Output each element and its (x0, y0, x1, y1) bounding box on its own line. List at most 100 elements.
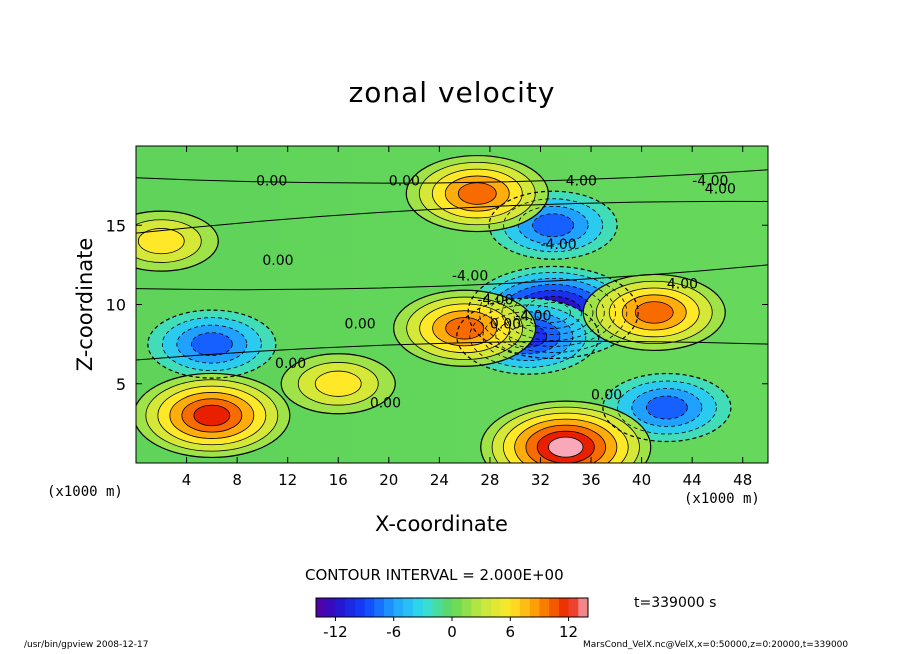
contour-line-0-6 (535, 302, 571, 323)
chart-title: zonal velocity (348, 76, 556, 109)
x-tick-label: 36 (581, 471, 600, 489)
colorbar-tick-label: -6 (386, 623, 401, 641)
x-tick-label: 24 (430, 471, 449, 489)
contour-line-6-4 (525, 424, 607, 463)
velocity-feature-9-level-4 (458, 182, 497, 205)
contour-line-1-4 (508, 325, 548, 348)
contour-line-0-4 (512, 290, 594, 335)
contour-line-9-2 (431, 168, 523, 219)
x-tick-label: 20 (379, 471, 398, 489)
contour-line-2-3 (532, 213, 575, 238)
velocity-feature-5-level-5 (193, 405, 230, 426)
contour-line-5-2 (157, 385, 267, 446)
contour-line-11-1 (297, 362, 379, 406)
colorbar-segment (316, 598, 327, 617)
contour-label: 0.00 (370, 396, 401, 412)
colorbar-segment (325, 598, 336, 617)
velocity-feature-2-level-3 (532, 213, 574, 237)
contour-line-5-5 (193, 404, 231, 427)
colorbar-tick-label: -12 (323, 623, 348, 641)
x-tick-label: 16 (329, 471, 348, 489)
x-tick-label: 48 (733, 471, 752, 489)
velocity-feature-6-level-6 (548, 437, 584, 458)
contour-line-6-1 (491, 406, 640, 463)
contour-label: -4.00 (515, 308, 551, 324)
contour-interval-label: CONTOUR INTERVAL = 2.000E+00 (305, 566, 564, 584)
contour-label: 0.00 (389, 174, 420, 190)
y-axis-label: Z-coordinate (73, 238, 97, 372)
contour-line-10-1 (136, 219, 202, 263)
contour-label: 0.00 (262, 253, 293, 269)
contour-line-4-0 (602, 372, 732, 443)
contour-line-4-3 (645, 395, 688, 420)
contour-line-7-2 (608, 287, 700, 338)
time-label: t=339000 s (634, 595, 717, 611)
contour-line-6-0 (480, 400, 652, 463)
contour-label: 4.00 (705, 182, 736, 198)
zero-contour-line (136, 200, 768, 234)
contour-label: 4.00 (667, 277, 698, 293)
colorbar-segment (578, 598, 589, 617)
x-tick-label: 40 (632, 471, 651, 489)
colorbar-segment (345, 598, 356, 617)
contour-line-6-5 (536, 430, 595, 463)
y-tick-label: 10 (106, 296, 126, 315)
contour-line-4-2 (631, 388, 703, 427)
colorbar-segment (432, 598, 443, 617)
colorbar-segment (393, 598, 404, 617)
colorbar-segment (481, 598, 492, 617)
contour-line-6-2 (502, 412, 629, 463)
contour-line-3-1 (161, 317, 262, 372)
contour-label: 0.00 (591, 388, 622, 404)
contour-line-11-0 (280, 353, 396, 415)
footer-right: MarsCond_VelX.nc@VelX,x=0:50000,z=0:2000… (583, 640, 849, 650)
zero-contour-line (136, 169, 768, 184)
colorbar-tick-label: 12 (559, 623, 578, 641)
velocity-field: 0.000.000.000.000.00 0.000.000.00-4.00-4.… (136, 146, 768, 463)
colorbar-segment (500, 598, 511, 617)
colorbar-segment (461, 598, 472, 617)
contour-line-9-0 (405, 154, 549, 233)
zero-contour-line (136, 264, 768, 291)
velocity-feature-4-level-3 (646, 396, 688, 420)
contour-label: -4.00 (477, 293, 513, 309)
contour-label: 0.00 (275, 356, 306, 372)
contour-line-7-4 (634, 301, 674, 324)
x-unit-label-left: (x1000 m) (47, 484, 123, 500)
colorbar-segment (413, 598, 424, 617)
colorbar-segment (403, 598, 414, 617)
contour-line-10-0 (136, 210, 219, 272)
colorbar-segment (422, 598, 434, 617)
x-tick-label: 44 (683, 471, 702, 489)
contour-line-2-1 (503, 198, 604, 253)
colorbar-segment (452, 598, 463, 617)
contour-label: -4.00 (692, 174, 728, 190)
contour-line-4-1 (616, 380, 717, 435)
contour-label: 4.00 (566, 174, 597, 190)
velocity-feature-11-level-2 (315, 371, 362, 397)
contour-line-5-3 (169, 392, 255, 439)
contour-line-8-1 (406, 296, 524, 360)
x-axis-label: X-coordinate (375, 512, 508, 536)
contour-line-7-3 (621, 294, 687, 331)
velocity-feature-10-level-2 (138, 228, 185, 254)
colorbar-segment (568, 598, 579, 617)
velocity-feature-3-level-3 (191, 332, 233, 356)
colorbar-segment (374, 598, 385, 617)
colorbar-segment (510, 598, 521, 617)
contour-line-3-0 (147, 309, 277, 379)
contour-line-5-1 (145, 379, 279, 452)
colorbar-segment (520, 598, 531, 617)
contour-line-9-1 (418, 161, 536, 226)
x-unit-label-right: (x1000 m) (684, 491, 760, 507)
contour-label: -4.00 (452, 269, 488, 285)
contour-label: 0.00 (345, 316, 376, 332)
velocity-feature-7-level-4 (635, 301, 674, 324)
contour-line-3-3 (190, 332, 233, 357)
contour-label: 0.00 (256, 174, 287, 190)
contour-line-11-2 (314, 370, 362, 397)
contour-line-2-0 (488, 190, 618, 260)
colorbar-tick-label: 0 (447, 623, 457, 641)
contour-line-0-3 (501, 284, 605, 341)
